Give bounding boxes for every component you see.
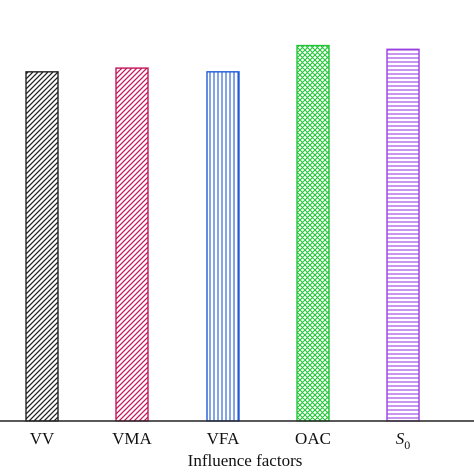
x-tick-labels: VV VMA VFA OAC S0 — [30, 429, 411, 452]
x-tick-label-vv: VV — [30, 429, 55, 448]
x-tick-label-vfa: VFA — [207, 429, 240, 448]
bar-vfa — [206, 71, 240, 422]
bars-layer — [25, 44, 420, 422]
bar-oac — [296, 44, 330, 422]
bar-s0 — [386, 48, 420, 422]
bar-vv — [25, 71, 59, 422]
bar-vma — [115, 67, 149, 422]
x-tick-label-vma: VMA — [112, 429, 152, 448]
x-tick-label-s0: S0 — [396, 429, 411, 452]
x-axis-title: Influence factors — [188, 451, 303, 470]
x-tick-label-oac: OAC — [295, 429, 331, 448]
